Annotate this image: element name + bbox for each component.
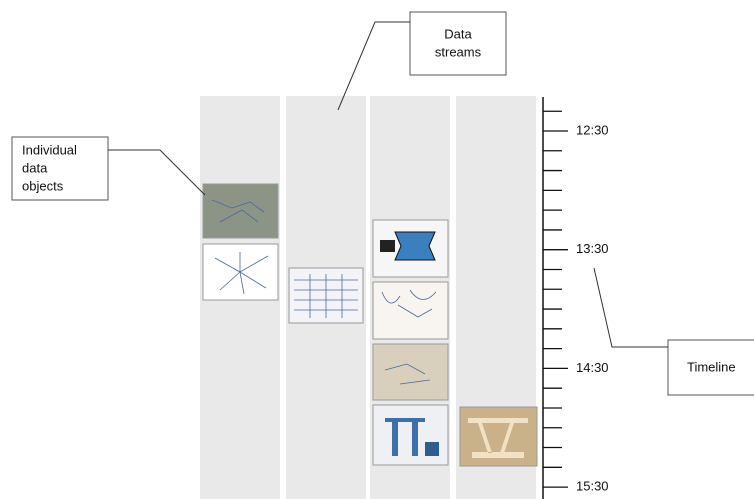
sketch — [381, 289, 437, 318]
thumbnail — [372, 343, 449, 401]
callout-box — [667, 339, 754, 396]
leader-line — [593, 267, 668, 348]
sketch — [214, 252, 269, 295]
callouts: Data streams Individual data objects Tim… — [11, 11, 754, 396]
callout-text: data — [22, 160, 48, 175]
sketch — [385, 418, 425, 456]
thumbnail — [372, 281, 449, 340]
time-label: 12:30 — [576, 122, 609, 137]
callout-text: Data — [444, 26, 472, 41]
callout-text: objects — [22, 178, 64, 193]
sketch — [394, 231, 436, 261]
leader-line — [337, 21, 410, 111]
time-label: 14:30 — [576, 360, 609, 375]
callout-box — [11, 136, 109, 201]
sketch — [384, 363, 431, 385]
sketch — [468, 418, 528, 458]
callout-box — [409, 11, 507, 76]
sketch — [294, 274, 358, 318]
sketch — [425, 442, 439, 456]
time-label: 15:30 — [576, 479, 609, 494]
timeline: 12:30 13:30 14:30 15:30 — [542, 97, 609, 499]
time-label: 13:30 — [576, 241, 609, 256]
callout-text: Individual — [22, 142, 77, 157]
sketch — [211, 199, 265, 223]
callout-text: streams — [435, 44, 482, 59]
leader-line — [108, 149, 206, 196]
sketch — [380, 240, 395, 252]
thumbnails — [202, 183, 538, 467]
callout-text: Timeline — [687, 359, 736, 374]
